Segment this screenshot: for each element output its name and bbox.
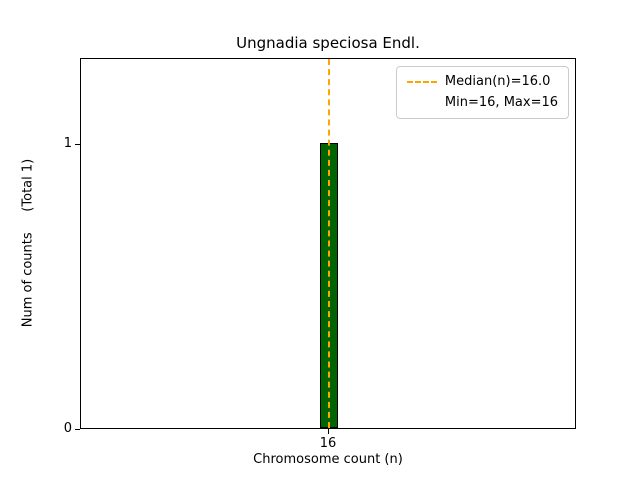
legend: Median(n)=16.0 Min=16, Max=16: [395, 66, 569, 119]
y-tick-label-0: 0: [63, 421, 72, 436]
plot-area: Median(n)=16.0 Min=16, Max=16: [80, 58, 576, 429]
y-axis-label: Num of counts (Total 1): [20, 158, 36, 328]
legend-entry-minmax: Min=16, Max=16: [407, 95, 558, 111]
x-tick-mark: [328, 429, 329, 434]
legend-label-minmax: Min=16, Max=16: [444, 95, 558, 110]
y-tick-label-1: 1: [63, 135, 72, 151]
x-tick-label-16: 16: [319, 436, 337, 451]
y-tick-mark: [75, 429, 80, 430]
median-dashed-line-swatch: [406, 81, 437, 83]
chart-title: Ungnadia speciosa Endl.: [236, 34, 420, 52]
y-tick-mark: [75, 143, 80, 145]
median-line: [328, 59, 330, 428]
legend-empty-handle: [407, 102, 437, 104]
legend-entry-median: Median(n)=16.0: [406, 74, 558, 90]
legend-label-median: Median(n)=16.0: [444, 74, 551, 89]
x-axis-label: Chromosome count (n): [253, 452, 403, 467]
